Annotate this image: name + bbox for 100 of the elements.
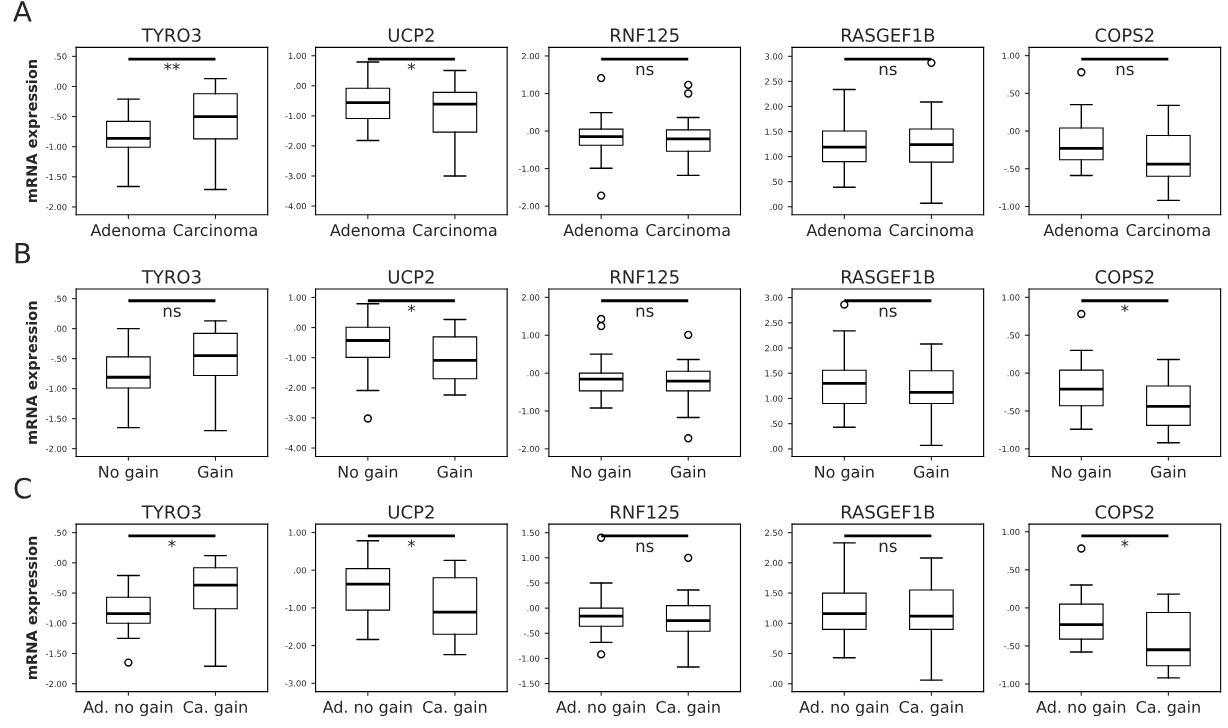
y-tick-label: -1.00 [45,620,67,627]
y-tick-label: 1.00 [288,529,307,536]
annotation: ns [1116,65,1134,76]
x-tick-label: Carcinoma [646,223,730,237]
x-tick-label: Carcinoma [413,223,497,237]
y-tick-label: .50 [770,420,783,427]
text: B [15,242,31,264]
y-tick-label: 2.50 [765,529,783,536]
annotation: * [1121,304,1129,312]
annotation: ns [636,542,654,553]
y-tick-label: -1.00 [518,407,540,415]
text: C [14,477,31,499]
y-tick-label: -3.00 [285,172,307,180]
y-tick-label: -.50 [51,113,67,120]
x-tick-label: No gain [99,465,158,481]
y-tick-label: 1.00 [765,153,783,160]
chart-title: RNF125 [611,505,679,519]
y-tick-label: .00 [54,83,67,90]
annotation: * [1121,539,1129,548]
y-tick-label: .00 [294,324,307,331]
y-tick-label: .00 [1007,370,1020,377]
y-axis-title: mRNA expression [25,59,40,203]
x-tick-label: Ad. no gain [83,700,173,717]
x-tick-label: Ca. gain [656,700,720,717]
y-tick-label: .50 [527,579,540,587]
annotation: ns [879,542,897,553]
annotation: * [407,304,416,312]
chart-title: TYRO3 [141,505,201,519]
y-tick-label: -1.00 [285,354,307,361]
y-tick-label: 1.50 [765,128,783,135]
chart-title: UCP2 [388,505,434,519]
annotation: ns [879,307,897,317]
annotation: ** [164,62,180,71]
y-tick-label: 1.00 [1002,294,1020,301]
chart-title: RASGEF1B [841,270,935,284]
y-tick-label: -1.00 [45,385,67,392]
x-tick-label: Adenoma [330,223,405,237]
y-tick-label: 2.00 [765,103,783,110]
y-tick-label: 1.50 [522,529,540,536]
y-tick-label: .50 [1007,90,1020,97]
y-tick-label: -1.00 [285,112,307,120]
x-tick-label: No gain [572,465,631,481]
y-tick-label: 1.50 [765,370,783,377]
y-tick-label: -2.00 [518,203,540,210]
chart-title: UCP2 [388,270,434,284]
y-tick-label: .00 [1007,604,1020,612]
y-tick-label: 1.00 [522,90,540,97]
y-tick-label: -1.00 [285,604,307,612]
y-tick-label: -.50 [51,355,67,362]
y-tick-label: -1.00 [998,680,1020,688]
annotation: * [407,539,416,548]
annotation: * [407,62,416,71]
y-tick-label: 3.00 [765,53,783,60]
x-tick-label: Carcinoma [1126,223,1210,237]
y-tick-label: .00 [770,445,783,453]
x-tick-label: Adenoma [90,223,165,237]
y-tick-label: -.50 [1004,642,1020,650]
chart-title: TYRO3 [141,28,201,43]
chart-title: RNF125 [611,270,679,284]
x-tick-label: Carcinoma [173,223,257,237]
y-tick-label: -.50 [524,630,540,637]
y-tick-label: -.50 [1004,407,1020,415]
y-tick-label: -.50 [1004,165,1020,173]
y-tick-label: 1.00 [765,395,783,402]
y-tick-label: .50 [770,178,783,185]
y-tick-label: -3.00 [285,414,307,422]
x-tick-label: Gain [913,465,949,478]
x-tick-label: Carcinoma [889,223,973,237]
y-tick-label: .00 [770,680,783,688]
y-tick-label: 2.00 [521,294,540,301]
y-tick-label: -2.00 [518,445,540,453]
y-tick-label: -2.00 [285,642,307,649]
y-tick-label: -1.50 [45,415,67,422]
y-tick-label: .00 [294,82,307,90]
y-tick-label: 1.50 [765,590,783,597]
y-tick-label: .00 [1007,128,1020,135]
y-tick-label: -1.50 [45,650,67,657]
y-tick-label: 1.00 [288,294,307,301]
chart-title: TYRO3 [141,270,201,284]
y-axis-title: mRNA expression [25,536,40,679]
x-tick-label: Ad. no gain [322,700,412,717]
y-tick-label: -.50 [51,590,67,597]
y-tick-label: -1.00 [518,655,540,662]
text: A [13,1,32,22]
annotation: ns [636,307,654,317]
x-tick-label: Ca. gain [899,700,963,717]
y-tick-label: .50 [54,53,67,60]
x-tick-label: Gain [670,465,706,478]
y-tick-label: .00 [294,567,307,574]
x-tick-label: Ad. no gain [556,700,646,717]
y-tick-label: -4.00 [285,445,307,452]
y-tick-label: -3.00 [285,680,307,687]
y-tick-label: .00 [527,370,540,377]
x-tick-label: No gain [815,465,874,481]
y-tick-label: -1.00 [998,203,1020,210]
y-tick-label: 1.00 [1002,52,1020,59]
y-tick-label: .50 [1007,566,1020,574]
y-tick-label: .50 [54,529,67,536]
x-tick-label: Gain [1150,465,1186,478]
y-tick-label: -2.00 [285,384,307,392]
